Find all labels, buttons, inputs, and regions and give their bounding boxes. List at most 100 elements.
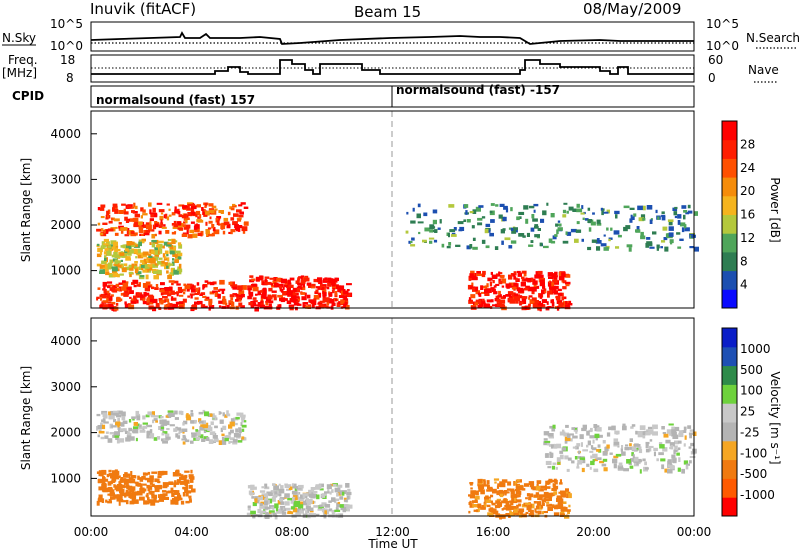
heatmap-cell xyxy=(567,433,571,438)
heatmap-cell xyxy=(312,490,318,494)
heatmap-cell xyxy=(109,304,114,310)
cpid-label: CPID xyxy=(12,89,44,103)
heatmap-cell xyxy=(100,245,103,250)
heatmap-cell xyxy=(597,444,601,448)
heatmap-cell xyxy=(130,230,135,235)
heatmap-cell xyxy=(510,207,513,212)
heatmap-cell xyxy=(469,503,474,508)
heatmap-cell xyxy=(496,498,501,501)
heatmap-cell xyxy=(557,292,563,296)
heatmap-cell xyxy=(567,303,573,306)
heatmap-cell xyxy=(336,502,340,508)
heatmap-cell xyxy=(103,289,107,294)
heatmap-cell xyxy=(118,481,122,486)
heatmap-cell xyxy=(159,471,164,476)
heatmap-cell xyxy=(230,429,234,434)
heatmap-cell xyxy=(449,229,456,233)
heatmap-cell xyxy=(280,485,284,489)
heatmap-cell xyxy=(240,305,245,308)
heatmap-cell xyxy=(322,297,327,303)
heatmap-cell xyxy=(337,501,341,504)
heatmap-cell xyxy=(164,262,168,266)
heatmap-cell xyxy=(492,304,497,307)
heatmap-cell xyxy=(586,444,589,448)
heatmap-cell xyxy=(153,275,159,280)
heatmap-cell xyxy=(162,431,168,434)
heatmap-cell xyxy=(175,470,180,475)
heatmap-cell xyxy=(666,429,672,434)
heatmap-cell xyxy=(639,425,646,431)
heatmap-cell xyxy=(334,299,338,302)
heatmap-cell xyxy=(138,241,142,247)
heatmap-cell xyxy=(209,291,215,295)
heatmap-cell xyxy=(153,497,157,503)
heatmap-cell xyxy=(201,438,206,442)
heatmap-cell xyxy=(183,226,190,230)
heatmap-cell xyxy=(674,215,678,219)
heatmap-cell xyxy=(111,425,117,428)
heatmap-cell xyxy=(118,282,124,285)
heatmap-cell xyxy=(261,486,266,489)
heatmap-cell xyxy=(257,290,262,296)
heatmap-cell xyxy=(336,492,339,497)
heatmap-cell xyxy=(411,237,415,241)
heatmap-cell xyxy=(509,511,516,516)
heatmap-cell xyxy=(108,248,113,252)
heatmap-cell xyxy=(125,219,130,223)
heatmap-cell xyxy=(683,426,687,431)
heatmap-cell xyxy=(132,279,138,284)
heatmap-cell xyxy=(564,455,569,460)
heatmap-cell xyxy=(138,427,144,430)
heatmap-cell xyxy=(300,279,306,284)
heatmap-cell xyxy=(496,302,502,307)
colorbar-tick-label: 24 xyxy=(740,161,755,175)
heatmap-cell xyxy=(295,306,298,311)
heatmap-cell xyxy=(324,305,329,309)
heatmap-cell xyxy=(175,301,181,305)
heatmap-cell xyxy=(282,291,287,294)
heatmap-cell xyxy=(586,430,590,436)
heatmap-cell xyxy=(590,221,596,226)
heatmap-cell xyxy=(513,481,516,486)
heatmap-cell xyxy=(173,496,178,501)
heatmap-cell xyxy=(126,230,131,235)
heatmap-cell xyxy=(507,481,512,486)
heatmap-cell xyxy=(621,445,624,449)
heatmap-cell xyxy=(259,490,266,493)
heatmap-cell xyxy=(540,504,544,509)
heatmap-cell xyxy=(218,223,223,226)
heatmap-cell xyxy=(331,289,335,294)
heatmap-cell xyxy=(478,488,484,492)
heatmap-cell xyxy=(284,280,290,285)
heatmap-cell xyxy=(670,445,674,450)
heatmap-cell xyxy=(498,214,503,219)
heatmap-cell xyxy=(434,229,438,233)
heatmap-cell xyxy=(129,267,134,271)
heatmap-cell xyxy=(501,240,504,245)
heatmap-cell xyxy=(316,494,320,500)
heatmap-cell xyxy=(106,301,112,304)
heatmap-cell xyxy=(156,202,163,205)
heatmap-cell xyxy=(509,510,512,514)
heatmap-cell xyxy=(107,438,113,443)
heatmap-cell xyxy=(183,213,187,219)
heatmap-cell xyxy=(672,458,677,464)
heatmap-cell xyxy=(208,203,214,207)
heatmap-cell xyxy=(228,440,233,443)
cpid-panel: CPID normalsound (fast) 157 normalsound … xyxy=(12,83,695,108)
heatmap-cell xyxy=(495,283,500,286)
heatmap-cell xyxy=(477,217,483,221)
heatmap-cell xyxy=(576,463,579,467)
heatmap-cell xyxy=(103,243,109,247)
heatmap-cell xyxy=(516,504,519,509)
heatmap-cell xyxy=(312,300,317,306)
heatmap-cell xyxy=(148,267,153,271)
heatmap-cell xyxy=(146,268,149,273)
heatmap-cell xyxy=(188,474,194,477)
heatmap-cell xyxy=(116,260,121,264)
heatmap-cell xyxy=(104,292,108,295)
heatmap-cell xyxy=(102,295,108,299)
heatmap-cell xyxy=(343,507,347,510)
heatmap-cell xyxy=(177,210,181,215)
heatmap-cell xyxy=(338,295,345,298)
